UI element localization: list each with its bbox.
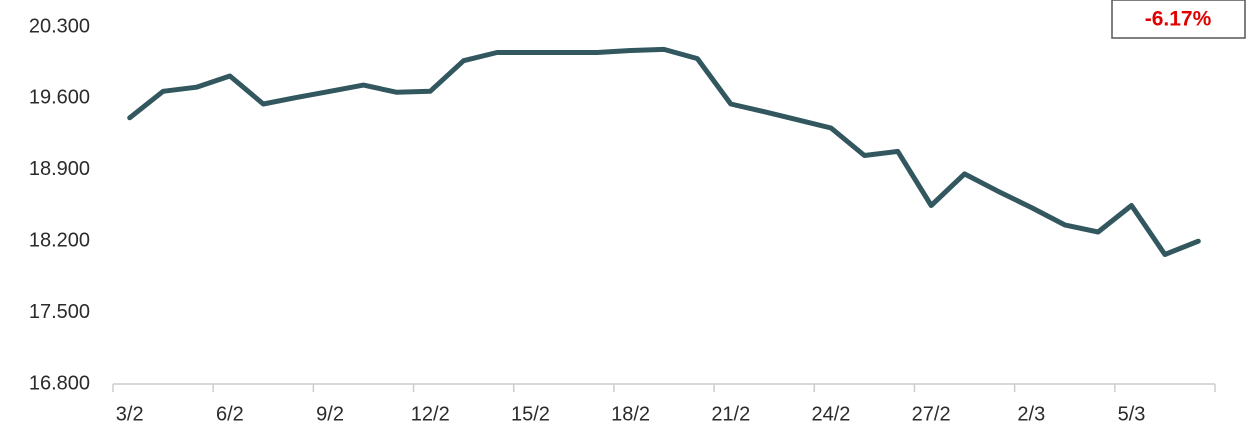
x-tick-label: 5/3 xyxy=(1118,403,1146,425)
y-tick-label: 18.900 xyxy=(29,158,90,180)
x-tick-label: 6/2 xyxy=(216,403,244,425)
x-tick-label: 12/2 xyxy=(411,403,450,425)
series-line xyxy=(127,46,1201,257)
y-tick-label: 17.500 xyxy=(29,301,90,323)
y-tick-label: 20.300 xyxy=(29,15,90,37)
x-tick-label: 9/2 xyxy=(316,403,344,425)
y-tick-label: 19.600 xyxy=(29,87,90,109)
x-tick-label: 18/2 xyxy=(611,403,650,425)
annotation-box xyxy=(1111,0,1246,39)
annotation: -6.17% xyxy=(1145,8,1212,31)
x-tick-label: 3/2 xyxy=(116,403,144,425)
y-tick-label: 16.800 xyxy=(29,372,90,394)
x-tick-label: 27/2 xyxy=(912,403,951,425)
x-tick-label: 21/2 xyxy=(711,403,750,425)
x-tick-label: 15/2 xyxy=(511,403,550,425)
y-tick-label: 18.200 xyxy=(29,229,90,251)
x-tick-label: 2/3 xyxy=(1017,403,1045,425)
x-tick-label: 24/2 xyxy=(812,403,851,425)
